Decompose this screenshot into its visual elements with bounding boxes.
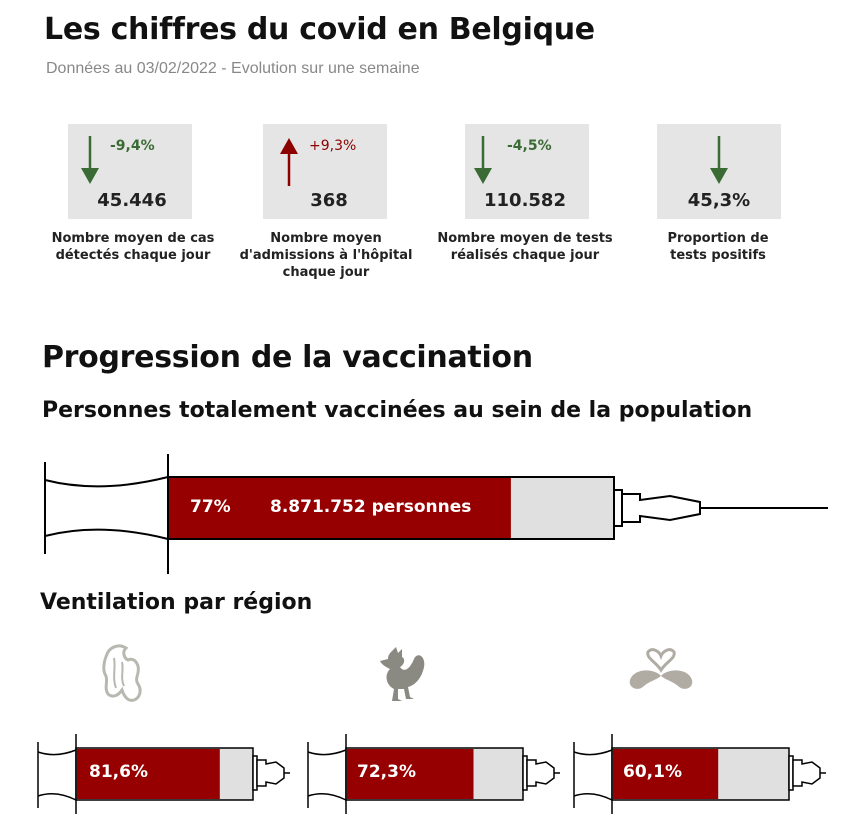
kpi-value: 110.582: [484, 190, 566, 211]
region-fill-bar: [347, 749, 474, 799]
kpi-label: Nombre moyen d'admissions à l'hôpital ch…: [239, 231, 413, 280]
kpi-value: 45.446: [97, 190, 167, 211]
region-percentage: 72,3%: [357, 762, 416, 782]
arrow-up-icon: [280, 138, 298, 186]
arrow-down-icon: [474, 136, 492, 184]
syringe-region-wallonia: [307, 734, 560, 814]
kpi-value: 368: [310, 190, 348, 211]
kpi-change: -9,4%: [110, 138, 155, 154]
kpi-change: -4,5%: [507, 138, 552, 154]
flanders-lion-icon: [102, 644, 142, 702]
region-fill-bar: [613, 749, 719, 799]
syringe-region-flanders: [37, 734, 290, 814]
arrow-down-icon: [710, 136, 728, 184]
vaccination-percentage: 77%: [190, 497, 231, 517]
kpi-card-cases: -9,4% 45.446: [68, 124, 192, 219]
region-percentage: 81,6%: [89, 762, 148, 782]
kpi-label: Nombre moyen de tests réalisés chaque jo…: [437, 231, 613, 263]
brussels-iris-icon: [629, 648, 693, 689]
wallonia-rooster-icon: [380, 647, 425, 701]
syringe-national: [44, 454, 828, 574]
section-title: Progression de la vaccination: [42, 340, 533, 375]
kpi-card-hospital: +9,3% 368: [263, 124, 387, 219]
page-subtitle: Données au 03/02/2022 - Evolution sur un…: [46, 60, 420, 77]
region-percentage: 60,1%: [623, 762, 682, 782]
kpi-label: Proportion de tests positifs: [667, 231, 769, 263]
kpi-card-positivity: 45,3%: [657, 124, 781, 219]
arrow-down-icon: [81, 136, 99, 184]
syringe-region-brussels: [573, 734, 826, 814]
kpi-change: +9,3%: [309, 138, 357, 154]
page-title: Les chiffres du covid en Belgique: [44, 12, 595, 47]
regions-title: Ventilation par région: [40, 590, 313, 615]
kpi-label: Nombre moyen de cas détectés chaque jour: [51, 231, 215, 263]
vaccination-persons: 8.871.752 personnes: [270, 497, 472, 517]
kpi-value: 45,3%: [687, 190, 751, 211]
region-fill-bar: [77, 749, 220, 799]
section-subtitle: Personnes totalement vaccinées au sein d…: [42, 398, 753, 423]
vaccination-fill-bar: [169, 478, 511, 538]
kpi-card-tests: -4,5% 110.582: [465, 124, 589, 219]
